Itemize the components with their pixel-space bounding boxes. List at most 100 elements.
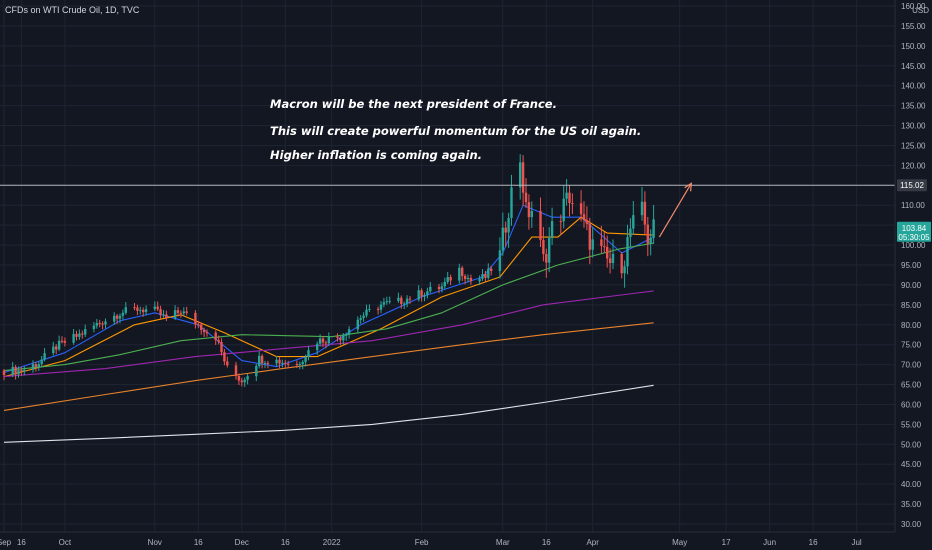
arrow-shaft bbox=[658, 183, 692, 238]
candle-body bbox=[501, 227, 504, 251]
candle-body bbox=[498, 250, 502, 272]
last-price-tag bbox=[897, 221, 931, 242]
x-tick-label: Sep bbox=[0, 538, 12, 547]
candle-body bbox=[200, 324, 203, 330]
candle-body bbox=[2, 370, 6, 375]
x-tick-label: Jun bbox=[763, 538, 776, 547]
candle-body bbox=[527, 202, 531, 218]
candle-body bbox=[324, 342, 328, 344]
x-tick-label: Apr bbox=[586, 538, 599, 547]
candle-body bbox=[81, 333, 84, 335]
chart-title: CFDs on WTI Crude Oil, 1D, TVC bbox=[5, 5, 140, 15]
y-tick-label: 160.00 bbox=[901, 2, 926, 11]
candle-body bbox=[316, 343, 319, 351]
candle-body bbox=[92, 325, 96, 330]
candle-body bbox=[75, 333, 78, 337]
candle-body bbox=[55, 346, 58, 350]
candle-body bbox=[243, 379, 246, 383]
candle-body bbox=[565, 192, 568, 199]
candle-body bbox=[510, 187, 513, 218]
candle-body bbox=[376, 308, 380, 310]
candle-body bbox=[185, 311, 188, 313]
arrow-head bbox=[684, 182, 693, 192]
y-tick-label: 80.00 bbox=[901, 321, 922, 330]
candle-body bbox=[626, 237, 629, 267]
candle-body bbox=[240, 380, 243, 383]
candle-body bbox=[194, 312, 197, 325]
y-tick-label: 85.00 bbox=[901, 301, 922, 310]
y-tick-label: 110.00 bbox=[901, 201, 925, 210]
candle-body bbox=[385, 301, 388, 303]
y-tick-label: 30.00 bbox=[901, 520, 922, 529]
currency-label: USD bbox=[912, 6, 929, 15]
candle-body bbox=[640, 201, 644, 216]
candle-body bbox=[426, 291, 429, 295]
y-tick-label: 90.00 bbox=[901, 281, 922, 290]
candle-body bbox=[223, 352, 226, 362]
candle-body bbox=[582, 214, 586, 221]
candle-body bbox=[629, 228, 632, 238]
candle-body bbox=[437, 286, 441, 290]
candle-body bbox=[101, 323, 104, 325]
moving-averages bbox=[3, 204, 654, 443]
x-tick-label: 16 bbox=[542, 538, 551, 547]
candle-body bbox=[388, 300, 391, 302]
candle-body bbox=[649, 237, 652, 244]
y-tick-label: 50.00 bbox=[901, 440, 922, 449]
candle-body bbox=[458, 267, 461, 281]
candle-body bbox=[318, 338, 322, 344]
x-tick-label: Jul bbox=[851, 538, 861, 547]
x-tick-label: Oct bbox=[59, 538, 72, 547]
candle-body bbox=[417, 290, 420, 300]
candle-body bbox=[397, 297, 400, 301]
candle-body bbox=[20, 370, 23, 372]
candle-body bbox=[359, 318, 362, 320]
candle-body bbox=[165, 314, 168, 318]
candle-body bbox=[530, 210, 533, 218]
candle-body bbox=[307, 350, 310, 358]
x-tick-label: 16 bbox=[809, 538, 818, 547]
candle-body bbox=[339, 337, 342, 341]
candle-body bbox=[205, 332, 209, 334]
level-price-tag bbox=[897, 179, 927, 192]
candle-body bbox=[519, 162, 522, 188]
candle-body bbox=[611, 253, 615, 264]
candle-body bbox=[31, 364, 35, 370]
projection-arrow[interactable] bbox=[658, 182, 693, 238]
candle-body bbox=[84, 329, 87, 335]
candle-body bbox=[34, 364, 38, 367]
candle-body bbox=[118, 315, 122, 319]
candle-body bbox=[585, 220, 589, 224]
candle-body bbox=[379, 304, 383, 310]
candle-body bbox=[275, 359, 278, 364]
y-tick-label: 130.00 bbox=[901, 122, 926, 131]
candle-body bbox=[258, 355, 261, 366]
candle-body bbox=[95, 323, 98, 326]
time-axis[interactable]: Sep 16 Oct Nov 16 Dec 16 2022 Feb Mar 16 Apr May 17 Ju… bbox=[0, 538, 862, 547]
candle-body bbox=[487, 268, 490, 278]
candle-body bbox=[542, 240, 545, 255]
candle-body bbox=[571, 203, 574, 205]
annotation-line-1: Macron will be the next president of Fra… bbox=[270, 97, 557, 111]
candle-body bbox=[545, 254, 548, 263]
candle-body bbox=[23, 369, 26, 372]
candle-body bbox=[562, 198, 565, 222]
candle-body bbox=[403, 303, 406, 305]
x-tick-label: 17 bbox=[722, 538, 731, 547]
level-price-text: 115.02 bbox=[900, 181, 924, 190]
candle-body bbox=[429, 286, 432, 292]
candle-body bbox=[603, 246, 606, 248]
candle-body bbox=[469, 277, 473, 282]
x-tick-label: Mar bbox=[496, 538, 510, 547]
candle-body bbox=[301, 361, 304, 365]
candle-body bbox=[327, 336, 330, 344]
candle-body bbox=[550, 221, 554, 239]
candle-body bbox=[368, 308, 371, 310]
candle-body bbox=[214, 332, 217, 341]
candle-body bbox=[420, 290, 423, 297]
candle-body bbox=[524, 192, 528, 203]
candle-body bbox=[591, 239, 594, 250]
y-tick-label: 45.00 bbox=[901, 460, 922, 469]
x-tick-label: Dec bbox=[235, 538, 249, 547]
